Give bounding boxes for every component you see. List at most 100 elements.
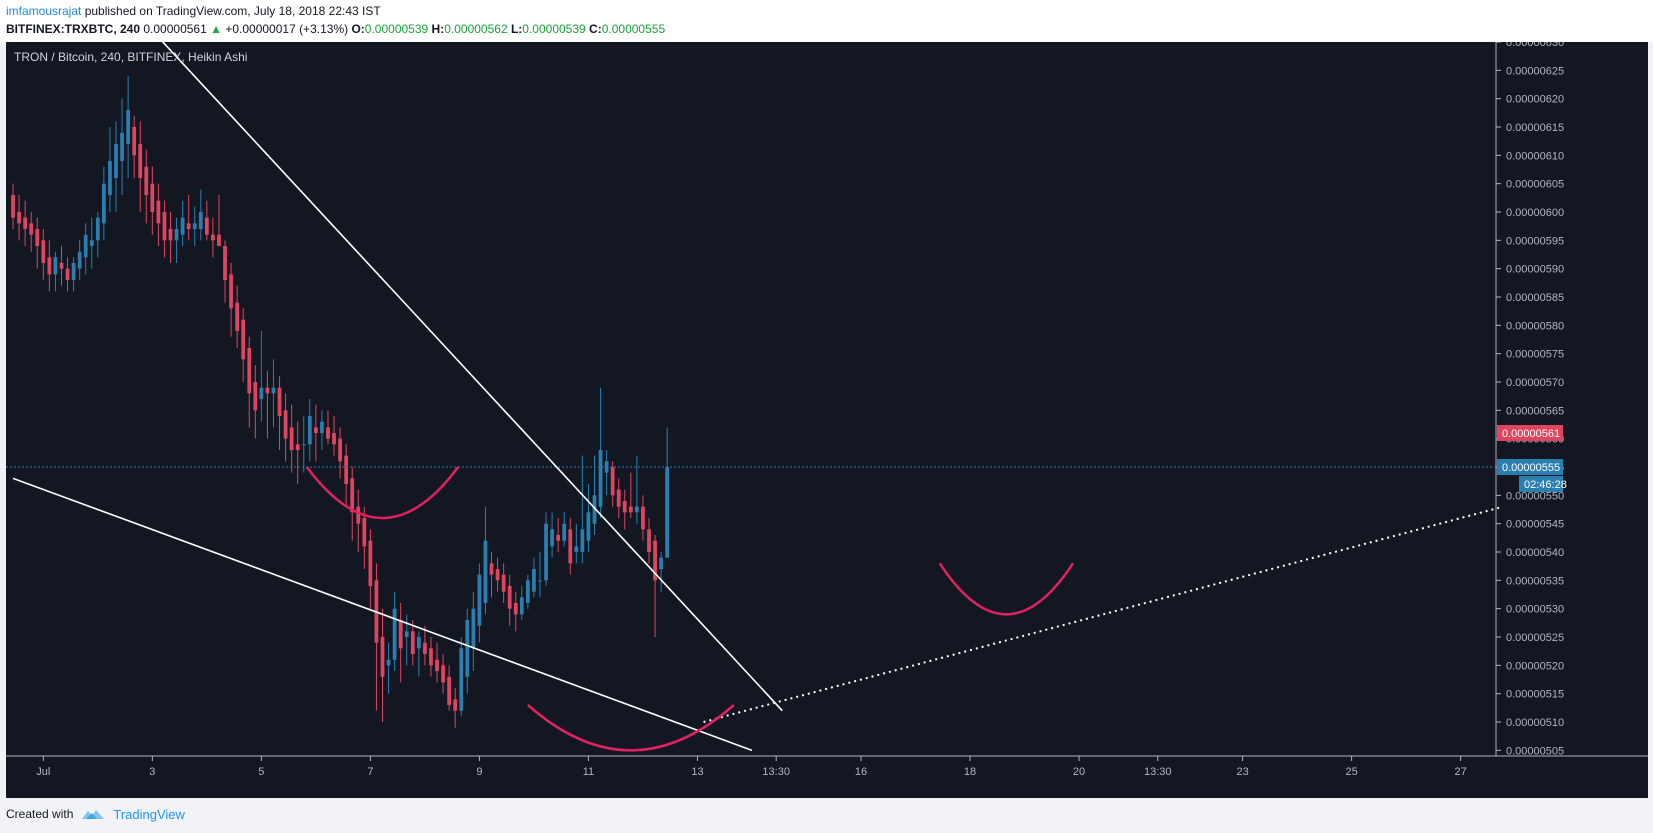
y-tick-label: 0.00000595: [1506, 235, 1564, 247]
y-tick-label: 0.00000575: [1506, 349, 1564, 361]
candle-body: [580, 529, 585, 552]
candle-body: [513, 603, 518, 615]
candle: [622, 489, 627, 530]
candle-body: [186, 223, 191, 229]
price-chart[interactable]: 0.00000505 0.00000510 0.00000515 0.00000520…: [6, 30, 1648, 798]
candle: [108, 127, 112, 212]
candle: [301, 416, 306, 473]
created-with-label: Created with: [6, 807, 74, 821]
candle-body: [289, 427, 294, 450]
candle: [471, 591, 476, 671]
candle-body: [435, 659, 439, 671]
candle: [453, 688, 458, 728]
candle: [29, 212, 34, 252]
author-link[interactable]: imfamousrajat: [6, 4, 82, 18]
candle: [447, 665, 452, 711]
candle-body: [519, 597, 524, 615]
candle-body: [392, 608, 397, 660]
candle: [544, 512, 548, 586]
x-tick-label: Jul: [36, 766, 50, 778]
candle-body: [447, 676, 452, 705]
candle-body: [41, 240, 46, 263]
descending-resistance-line: [151, 30, 783, 712]
y-tick-label: 0.00000545: [1506, 519, 1564, 531]
candle: [344, 444, 349, 507]
candle-body: [192, 223, 197, 229]
candle: [665, 427, 670, 558]
candle-body: [204, 217, 209, 235]
candle: [283, 393, 288, 462]
chart-container[interactable]: 0.00000505 0.00000510 0.00000515 0.00000520…: [6, 30, 1648, 798]
arc-right-bottom: [938, 562, 1075, 616]
candle: [71, 257, 76, 292]
candle-body: [168, 229, 173, 241]
price-change: +0.00000017 (+3.13%): [225, 22, 349, 36]
y-tick-label: 0.00000590: [1506, 264, 1564, 276]
candle: [217, 195, 221, 246]
candle: [435, 642, 439, 683]
candle-body: [71, 263, 76, 280]
candle-body: [416, 637, 421, 649]
candle-body: [641, 506, 645, 530]
symbol-label: BITFINEX:TRXBTC, 240: [6, 22, 141, 36]
candle-body: [465, 620, 470, 677]
candle: [162, 200, 167, 258]
candle: [416, 631, 421, 677]
low-label: L:: [510, 22, 523, 36]
x-tick-label: 9: [476, 766, 482, 778]
candle: [65, 257, 70, 292]
arc-middle-bottom: [527, 704, 735, 752]
price-axis[interactable]: [1496, 42, 1648, 756]
candle: [477, 563, 482, 643]
candle-body: [635, 506, 639, 513]
countdown-badge: [1519, 476, 1563, 492]
candle-body: [338, 438, 342, 462]
x-axis-ticks: Jul 3 5 7 9 11 13 13:30 16 18 20 13:30 23 25 27: [36, 756, 1467, 778]
x-tick-label: 3: [149, 766, 155, 778]
last-price-label: 0.00000561: [1502, 428, 1560, 440]
candle: [17, 195, 21, 241]
candle: [556, 518, 561, 552]
candle-body: [380, 637, 385, 677]
candle: [386, 642, 391, 694]
candle-body: [259, 387, 264, 399]
candle: [313, 404, 318, 462]
candle: [519, 586, 524, 620]
candle-body: [35, 229, 40, 246]
candle: [295, 421, 300, 484]
candle: [102, 166, 106, 241]
candle: [647, 518, 651, 564]
candle-body: [362, 518, 367, 547]
candle-body: [665, 467, 670, 558]
candle: [410, 620, 415, 666]
candle-body: [132, 127, 137, 156]
y-tick-label: 0.00000510: [1506, 717, 1564, 729]
candle-body: [162, 212, 167, 241]
open-label: O:: [351, 22, 365, 36]
candle-body: [23, 217, 28, 229]
candle: [380, 608, 385, 722]
candle: [144, 149, 149, 224]
tradingview-link[interactable]: TradingView: [113, 806, 185, 822]
candle: [265, 370, 270, 439]
candle-body: [610, 467, 615, 496]
candle: [253, 365, 258, 439]
plot-area[interactable]: [6, 42, 1496, 756]
y-tick-label: 0.00000610: [1506, 150, 1564, 162]
time-axis[interactable]: [6, 756, 1648, 798]
candle: [35, 217, 40, 269]
candle-body: [471, 608, 476, 649]
y-tick-label: 0.00000630: [1506, 42, 1564, 49]
low-value: 0.00000539: [522, 22, 586, 36]
candle-body: [410, 631, 415, 654]
candle-body: [368, 540, 373, 586]
high-value: 0.00000562: [444, 22, 508, 36]
candle-body: [320, 421, 324, 433]
candle: [580, 455, 585, 564]
symbol-info-line: BITFINEX:TRXBTC, 240 0.00000561 ▲ +0.000…: [6, 22, 665, 36]
y-tick-label: 0.00000540: [1506, 547, 1564, 559]
candle-body: [108, 161, 112, 195]
candle: [235, 285, 240, 348]
candle: [307, 399, 312, 462]
candle-body: [59, 263, 64, 269]
